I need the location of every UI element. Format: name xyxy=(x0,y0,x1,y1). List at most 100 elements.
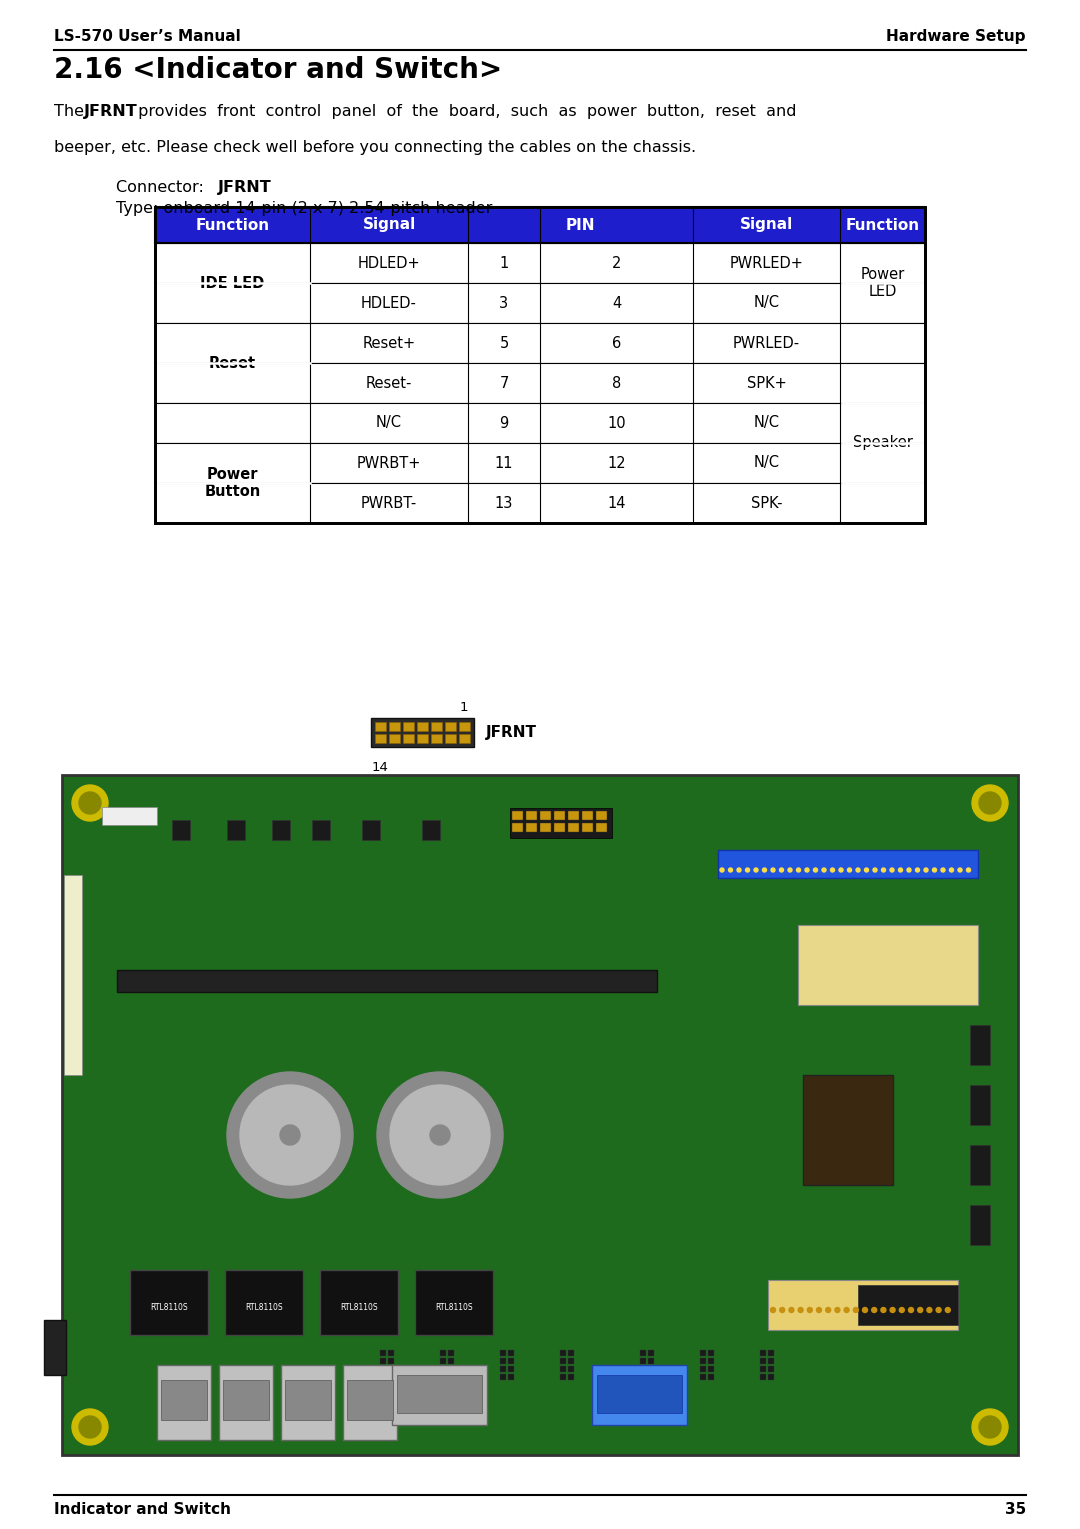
Bar xyxy=(640,1358,646,1364)
Bar xyxy=(768,1350,774,1356)
Circle shape xyxy=(927,1307,932,1312)
Text: JFRNT: JFRNT xyxy=(486,725,537,740)
Bar xyxy=(156,362,924,404)
Circle shape xyxy=(967,868,971,872)
Circle shape xyxy=(881,868,886,872)
Text: 2.16 <Indicator and Switch>: 2.16 <Indicator and Switch> xyxy=(54,57,502,84)
Text: PWRBT+: PWRBT+ xyxy=(356,456,421,471)
Circle shape xyxy=(899,868,903,872)
Text: provides  front  control  panel  of  the  board,  such  as  power  button,  rese: provides front control panel of the boar… xyxy=(133,104,797,119)
Circle shape xyxy=(890,1307,895,1312)
Bar xyxy=(222,1381,269,1420)
Bar xyxy=(117,969,657,992)
Bar xyxy=(380,1375,386,1381)
Bar xyxy=(156,206,924,243)
Bar xyxy=(445,722,456,731)
Text: 6: 6 xyxy=(612,335,621,350)
Bar xyxy=(760,1375,766,1381)
Circle shape xyxy=(377,1072,503,1199)
Bar xyxy=(648,1350,654,1356)
Bar xyxy=(596,810,607,820)
Bar xyxy=(500,1358,507,1364)
Text: Connector:: Connector: xyxy=(116,180,210,196)
Bar xyxy=(858,1284,958,1326)
Bar xyxy=(388,1365,394,1372)
Bar xyxy=(156,283,924,323)
Bar xyxy=(648,1365,654,1372)
Circle shape xyxy=(972,784,1008,821)
Circle shape xyxy=(780,1307,785,1312)
Circle shape xyxy=(79,792,102,813)
Text: beeper, etc. Please check well before you connecting the cables on the chassis.: beeper, etc. Please check well before yo… xyxy=(54,141,697,154)
Text: 5: 5 xyxy=(499,335,509,350)
Circle shape xyxy=(863,1307,867,1312)
Text: RTL8110S: RTL8110S xyxy=(150,1304,188,1312)
Bar xyxy=(422,820,440,839)
Bar xyxy=(500,1350,507,1356)
Bar xyxy=(768,1358,774,1364)
Circle shape xyxy=(908,1307,914,1312)
Text: 14: 14 xyxy=(372,761,389,774)
Bar xyxy=(272,820,291,839)
Bar xyxy=(597,1375,681,1413)
Bar xyxy=(640,1350,646,1356)
Bar xyxy=(380,1365,386,1372)
Text: 14: 14 xyxy=(607,495,625,511)
Bar xyxy=(700,1358,706,1364)
Bar xyxy=(130,1271,208,1335)
Bar xyxy=(760,1350,766,1356)
Circle shape xyxy=(729,868,732,872)
Bar xyxy=(804,1075,893,1185)
Bar xyxy=(970,1024,990,1066)
Bar xyxy=(500,1375,507,1381)
Bar xyxy=(161,1381,207,1420)
Bar xyxy=(312,820,330,839)
Text: Indicator and Switch: Indicator and Switch xyxy=(54,1501,231,1517)
Text: Function: Function xyxy=(846,217,919,232)
Bar xyxy=(392,1365,487,1425)
Bar xyxy=(970,1205,990,1245)
Bar xyxy=(156,206,924,523)
Bar xyxy=(700,1365,706,1372)
Bar xyxy=(508,1358,514,1364)
Bar xyxy=(219,1365,273,1440)
Bar xyxy=(225,1271,303,1335)
Text: 1: 1 xyxy=(499,255,509,271)
Bar xyxy=(448,1358,454,1364)
Bar xyxy=(700,1375,706,1381)
Text: 12: 12 xyxy=(607,456,625,471)
Bar xyxy=(375,734,386,743)
Text: 35: 35 xyxy=(1004,1501,1026,1517)
Bar xyxy=(380,1350,386,1356)
Bar xyxy=(760,1358,766,1364)
Text: PIN: PIN xyxy=(566,217,595,232)
Bar xyxy=(510,807,612,838)
Circle shape xyxy=(822,868,826,872)
Bar xyxy=(568,1350,573,1356)
Bar xyxy=(448,1375,454,1381)
Bar xyxy=(700,1350,706,1356)
Circle shape xyxy=(826,1307,831,1312)
Circle shape xyxy=(916,868,919,872)
Circle shape xyxy=(788,1307,794,1312)
Circle shape xyxy=(797,868,800,872)
Bar xyxy=(156,206,924,523)
Text: Reset-: Reset- xyxy=(366,376,413,390)
Bar xyxy=(389,734,400,743)
Bar xyxy=(417,722,428,731)
Circle shape xyxy=(831,868,835,872)
Bar xyxy=(156,483,924,523)
Text: PWRLED+: PWRLED+ xyxy=(730,255,804,271)
Bar xyxy=(708,1358,714,1364)
Circle shape xyxy=(978,792,1001,813)
Bar xyxy=(172,820,190,839)
Bar xyxy=(768,1375,774,1381)
Circle shape xyxy=(949,868,954,872)
Bar xyxy=(440,1350,446,1356)
Circle shape xyxy=(430,1125,450,1145)
Bar xyxy=(640,1365,646,1372)
Bar xyxy=(431,722,442,731)
Bar xyxy=(582,810,593,820)
Bar xyxy=(526,823,537,832)
Bar xyxy=(568,1375,573,1381)
